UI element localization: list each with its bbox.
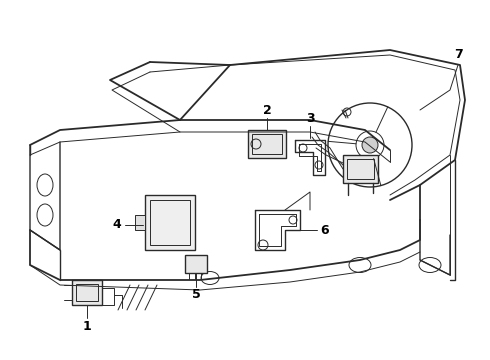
Bar: [150, 200, 190, 245]
Bar: [72, 280, 102, 305]
Text: 7: 7: [454, 49, 463, 62]
Bar: [248, 130, 286, 158]
Bar: [252, 134, 282, 154]
Bar: [135, 215, 145, 230]
Bar: [347, 159, 374, 179]
Text: 1: 1: [83, 320, 91, 333]
Bar: [145, 195, 195, 250]
Bar: [343, 155, 378, 183]
Text: 5: 5: [192, 288, 200, 302]
Text: 4: 4: [113, 219, 122, 231]
Text: 3: 3: [306, 112, 314, 125]
Bar: [76, 284, 98, 301]
Text: 6: 6: [320, 224, 329, 237]
Bar: [185, 255, 207, 273]
Text: 2: 2: [263, 104, 271, 117]
Circle shape: [362, 137, 378, 153]
